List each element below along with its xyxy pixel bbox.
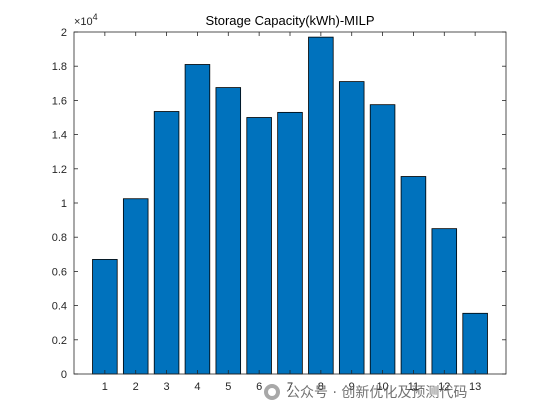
watermark: 公众号 · 创新优化及预测代码 [264,382,467,402]
bar-1 [92,259,118,375]
bar-8 [308,36,334,375]
y-tick-label-8: 1.6 [52,95,67,107]
x-tick-label-11: 11 [408,381,419,393]
x-tick-label-2: 2 [133,381,139,393]
x-tick-label-6: 6 [256,381,262,393]
x-tick-label-3: 3 [164,381,170,393]
x-tick-label-5: 5 [225,381,231,393]
y-exponent-label: ×104 [74,12,98,28]
bar-5 [215,87,242,375]
y-tick-label-3: 0.6 [52,266,67,278]
y-exponent-power: 4 [93,12,98,22]
x-tick-label-1: 1 [102,381,108,393]
bar-3 [153,111,180,375]
bar-7 [277,111,303,375]
axes-group: 1 2 3 4 5 6 7 8 9 10 11 12 1300.20.40.60.811.21.41.6… [52,27,507,393]
bar-12 [431,228,458,375]
bars-group [92,36,488,375]
bar-4 [184,64,211,375]
wechat-icon [264,384,280,400]
y-tick-label-1: 0.2 [52,335,67,347]
y-exponent-base: ×10 [74,16,93,28]
y-tick-label-10: 2 [61,27,67,39]
y-tick-label-2: 0.4 [52,301,67,313]
x-tick-label-4: 4 [194,381,200,393]
y-tick-label-0: 0 [61,369,67,381]
x-tick-label-10: 10 [376,381,388,393]
chart-title: Storage Capacity(kWh)-MILP [205,13,374,28]
watermark-text: 公众号 · 创新优化及预测代码 [286,385,468,401]
bar-9 [338,81,365,375]
bar-13 [462,312,488,375]
x-tick-label-12: 12 [438,381,450,393]
y-tick-label-7: 1.4 [52,130,67,142]
x-tick-label-7: 7 [287,381,293,393]
y-tick-label-5: 1 [61,198,67,210]
bar-2 [122,198,149,375]
bar-10 [369,104,396,375]
x-tick-label-13: 13 [469,381,481,393]
bar-6 [246,117,272,375]
bar-11 [400,176,427,375]
y-tick-label-6: 1.2 [52,164,67,176]
x-tick-label-8: 8 [318,381,324,393]
x-tick-label-9: 9 [349,381,355,393]
y-tick-label-9: 1.8 [52,61,67,73]
y-tick-label-4: 0.8 [52,232,67,244]
